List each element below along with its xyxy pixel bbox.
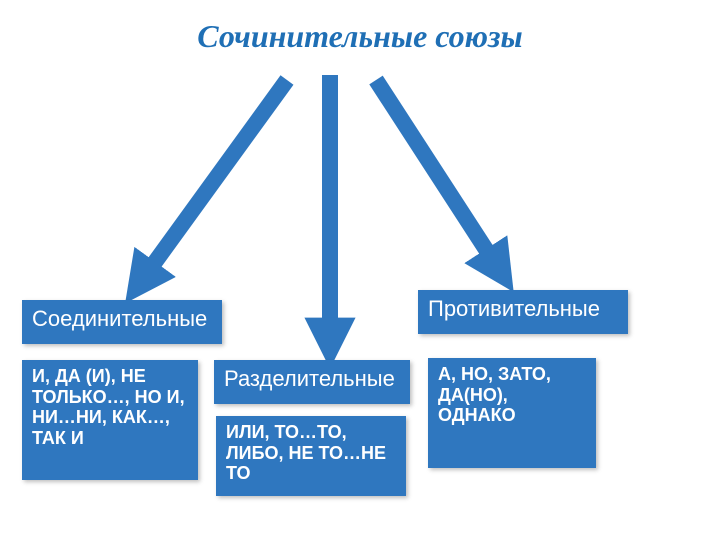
category-box-connective: Соединительные [22,300,222,344]
examples-box-connective: И, ДА (И), НЕ ТОЛЬКО…, НО И, НИ…НИ, КАК…… [22,360,198,480]
examples-box-disjunctive: ИЛИ, ТО…ТО, ЛИБО, НЕ ТО…НЕ ТО [216,416,406,496]
category-box-disjunctive: Разделительные [214,360,410,404]
diagram-title: Сочинительные союзы [0,18,720,55]
examples-box-adversative: А, НО, ЗАТО, ДА(НО), ОДНАКО [428,358,596,468]
category-box-adversative: Противительные [418,290,628,334]
diagram-stage: Сочинительные союзы Соединительные И, ДА… [0,0,720,540]
